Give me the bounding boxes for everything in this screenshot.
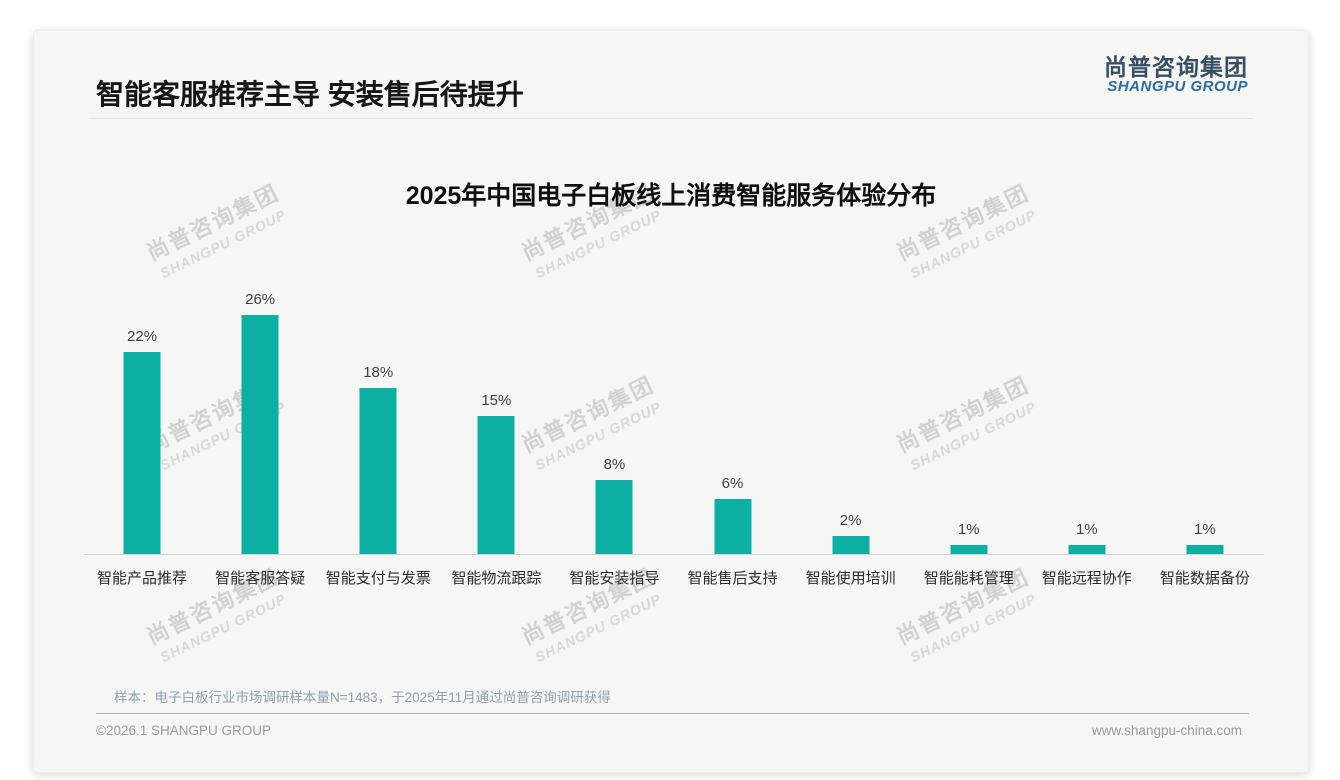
category-label: 智能使用培训 <box>805 570 896 587</box>
bar-value-label: 18% <box>363 364 394 381</box>
bar <box>714 499 752 554</box>
bar <box>595 480 633 554</box>
bar-slot: 26% <box>201 261 319 554</box>
bar-value-label: 26% <box>245 291 276 308</box>
bar-value-label: 6% <box>721 475 744 492</box>
bar <box>123 352 161 554</box>
logo-english-text: SHANGPU GROUP <box>1107 78 1248 96</box>
footer-copyright: ©2026.1 SHANGPU GROUP <box>96 723 272 738</box>
bar-slot: 15% <box>437 261 555 554</box>
watermark-line2: SHANGPU GROUP <box>157 590 289 666</box>
slide-card: 尚普咨询集团 SHANGPU GROUP 尚普咨询集团 SHANGPU GROUP 尚普… <box>33 30 1309 773</box>
chart-title: 2025年中国电子白板线上消费智能服务体验分布 <box>405 182 937 210</box>
bar <box>1068 545 1106 554</box>
bar-value-label: 1% <box>957 521 980 538</box>
bar <box>477 416 515 554</box>
bar-slot: 1% <box>1146 261 1264 554</box>
bar-slot: 6% <box>673 261 791 554</box>
category-label: 智能安装指导 <box>569 570 660 587</box>
company-logo: 尚普咨询集团 SHANGPU GROUP <box>1104 55 1248 95</box>
category-label: 智能产品推荐 <box>97 570 188 587</box>
bar-slot: 8% <box>555 261 673 554</box>
bar-chart: 22% 26% 18% 15% 8% 6% 2% 1% 1% 1% <box>83 261 1264 554</box>
category-label: 智能远程协作 <box>1041 570 1132 587</box>
bar <box>1186 545 1224 554</box>
bar-value-label: 8% <box>603 456 626 473</box>
logo-chinese-text: 尚普咨询集团 <box>1104 54 1248 80</box>
category-label: 智能支付与发票 <box>325 570 431 587</box>
bar-slot: 1% <box>910 261 1028 554</box>
bar <box>241 315 279 554</box>
bar-value-label: 22% <box>127 328 158 345</box>
header-divider <box>89 118 1253 119</box>
bar-slot: 1% <box>1028 261 1146 554</box>
bar-value-label: 1% <box>1075 521 1098 538</box>
watermark-line2: SHANGPU GROUP <box>907 590 1039 666</box>
bar-value-label: 15% <box>481 392 512 409</box>
category-label: 智能售后支持 <box>687 570 778 587</box>
watermark-line2: SHANGPU GROUP <box>532 590 664 666</box>
bar-slot: 18% <box>319 261 437 554</box>
category-label: 智能客服答疑 <box>215 570 306 587</box>
bar <box>832 536 870 554</box>
footer-divider <box>96 713 1249 714</box>
bar-value-label: 2% <box>839 512 862 529</box>
page-title: 智能客服推荐主导 安装售后待提升 <box>96 79 524 110</box>
bar <box>950 545 988 554</box>
category-label: 智能物流跟踪 <box>451 570 542 587</box>
category-label: 智能数据备份 <box>1159 570 1250 587</box>
sample-footnote: 样本：电子白板行业市场调研样本量N=1483，于2025年11月通过尚普咨询调研… <box>114 690 611 705</box>
bar <box>359 388 397 554</box>
x-axis-line <box>84 554 1264 555</box>
bar-slot: 2% <box>792 261 910 554</box>
category-label: 智能能耗管理 <box>923 570 1014 587</box>
bar-value-label: 1% <box>1194 521 1216 538</box>
footer-website: www.shangpu-china.com <box>1091 723 1242 738</box>
category-axis-labels: 智能产品推荐 智能客服答疑 智能支付与发票 智能物流跟踪 智能安装指导 智能售后支持 智能使… <box>83 567 1264 588</box>
bar-slot: 22% <box>83 261 201 554</box>
